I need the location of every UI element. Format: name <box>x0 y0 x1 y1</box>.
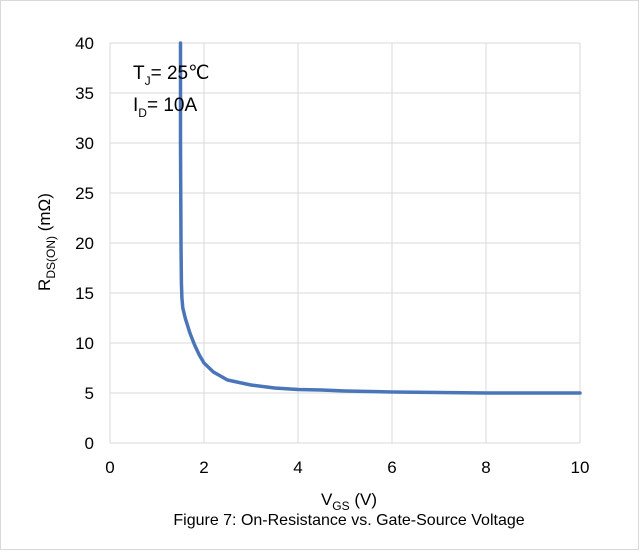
series-group <box>178 41 582 395</box>
x-axis-title: VGS (V) <box>321 490 377 513</box>
grid-lines <box>109 42 581 444</box>
x-tick-label: 2 <box>199 458 208 477</box>
figure-caption: Figure 7: On-Resistance vs. Gate-Source … <box>173 512 524 529</box>
y-tick-label: 40 <box>75 34 94 53</box>
x-tick-label: 6 <box>387 458 396 477</box>
y-tick-label: 35 <box>75 84 94 103</box>
x-tick-label: 8 <box>481 458 490 477</box>
y-tick-label: 5 <box>85 384 94 403</box>
y-tick-label: 10 <box>75 334 94 353</box>
y-tick-label: 0 <box>85 434 94 453</box>
x-tick-label: 0 <box>105 458 114 477</box>
x-tick-labels: 0 2 4 6 8 10 <box>105 458 589 477</box>
y-axis-title: RDS(ON) (mΩ) <box>35 193 58 291</box>
annotation-drain-current: ID= 10A <box>133 95 197 120</box>
y-tick-label: 25 <box>75 184 94 203</box>
y-tick-label: 15 <box>75 284 94 303</box>
annotation-temperature: TJ= 25℃ <box>133 63 209 88</box>
y-tick-label: 30 <box>75 134 94 153</box>
x-tick-label: 10 <box>571 458 590 477</box>
series-line <box>178 41 582 395</box>
y-tick-labels: 0 5 10 15 20 25 30 35 40 <box>75 34 94 453</box>
x-tick-label: 4 <box>293 458 302 477</box>
y-tick-label: 20 <box>75 234 94 253</box>
